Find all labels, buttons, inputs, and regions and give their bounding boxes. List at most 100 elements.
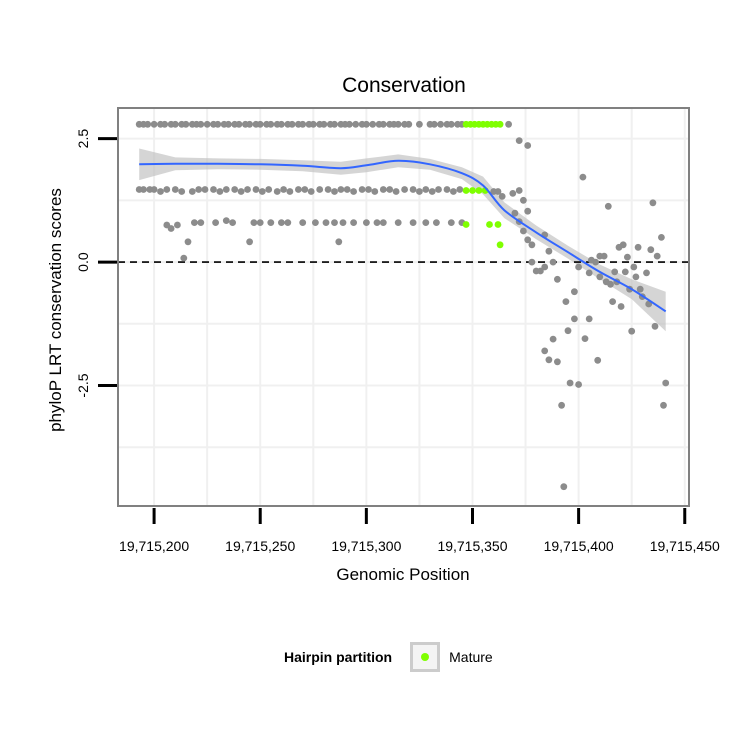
data-point bbox=[662, 379, 670, 387]
data-point bbox=[322, 219, 330, 227]
data-point bbox=[433, 219, 440, 227]
data-point bbox=[343, 186, 351, 193]
data-point bbox=[299, 219, 307, 227]
data-point bbox=[541, 347, 549, 355]
data-point bbox=[278, 219, 285, 227]
data-point bbox=[350, 188, 357, 195]
x-tick-label: 19,715,400 bbox=[544, 538, 614, 554]
data-point bbox=[636, 285, 644, 293]
data-point bbox=[537, 267, 544, 275]
data-point bbox=[628, 327, 636, 335]
data-point bbox=[371, 188, 379, 195]
data-point bbox=[309, 120, 317, 128]
mature-point bbox=[462, 221, 470, 228]
data-point bbox=[171, 120, 179, 128]
data-point bbox=[607, 280, 614, 288]
data-point bbox=[350, 219, 357, 227]
data-point bbox=[231, 186, 239, 193]
data-point bbox=[144, 120, 152, 128]
data-point bbox=[649, 199, 657, 207]
data-point bbox=[575, 381, 582, 388]
data-point bbox=[352, 120, 360, 128]
data-point bbox=[564, 327, 572, 335]
mature-point bbox=[462, 187, 470, 194]
data-point bbox=[511, 209, 519, 217]
data-point bbox=[280, 186, 287, 193]
data-point bbox=[222, 186, 230, 193]
x-axis-label: Genomic Position bbox=[336, 565, 469, 584]
confidence-band bbox=[139, 148, 666, 332]
y-tick-label: 0.0 bbox=[75, 252, 91, 272]
data-point bbox=[422, 219, 430, 227]
data-point bbox=[273, 188, 281, 195]
data-point bbox=[331, 120, 338, 128]
y-axis-label: phyloP LRT conservation scores bbox=[46, 188, 65, 432]
chart-title: Conservation bbox=[342, 74, 466, 97]
data-point bbox=[416, 188, 423, 195]
data-point bbox=[571, 315, 578, 323]
mature-point bbox=[486, 221, 493, 228]
data-point bbox=[437, 120, 444, 128]
data-point bbox=[394, 219, 402, 227]
data-point bbox=[337, 186, 345, 193]
plot-area: 19,715,200 19,715,250 19,715,300 19,715,350… bbox=[75, 107, 720, 554]
data-point bbox=[634, 243, 642, 251]
x-tick-label: 19,715,300 bbox=[331, 538, 401, 554]
data-point bbox=[619, 241, 627, 249]
data-point bbox=[515, 187, 523, 194]
data-point bbox=[256, 219, 264, 227]
data-point bbox=[331, 188, 338, 195]
data-point bbox=[150, 186, 158, 193]
data-point bbox=[545, 356, 553, 364]
data-point bbox=[409, 186, 417, 193]
data-point bbox=[630, 263, 638, 271]
x-tick-label: 19,715,200 bbox=[119, 538, 189, 554]
data-point bbox=[195, 186, 203, 193]
x-tick-label: 19,715,450 bbox=[650, 538, 720, 554]
data-point bbox=[365, 186, 372, 193]
data-point bbox=[566, 379, 574, 387]
data-point bbox=[267, 120, 275, 128]
data-point bbox=[265, 186, 273, 193]
data-point bbox=[554, 358, 561, 366]
data-point bbox=[585, 269, 593, 277]
data-point bbox=[524, 142, 532, 149]
data-point bbox=[267, 219, 275, 227]
data-point bbox=[339, 219, 347, 227]
data-point bbox=[647, 246, 655, 254]
data-point bbox=[386, 186, 394, 193]
data-point bbox=[237, 188, 245, 195]
data-point bbox=[660, 401, 667, 409]
data-point bbox=[235, 120, 243, 128]
data-point bbox=[312, 219, 319, 227]
data-point bbox=[256, 120, 264, 128]
data-point bbox=[363, 120, 370, 128]
data-point bbox=[594, 356, 602, 364]
data-point bbox=[541, 263, 549, 271]
data-point bbox=[167, 225, 175, 232]
data-point bbox=[401, 186, 408, 193]
data-point bbox=[324, 186, 332, 193]
data-point bbox=[456, 186, 464, 193]
data-point bbox=[379, 219, 387, 227]
data-point bbox=[624, 253, 631, 261]
mature-point bbox=[469, 187, 476, 194]
data-point bbox=[244, 186, 251, 193]
data-point bbox=[575, 263, 582, 271]
data-point bbox=[524, 236, 532, 244]
data-point bbox=[358, 186, 366, 193]
data-point bbox=[203, 120, 211, 128]
data-point bbox=[214, 120, 222, 128]
legend-label-mature: Mature bbox=[449, 649, 493, 665]
y-tick-label: 2.5 bbox=[75, 129, 91, 149]
data-point bbox=[658, 234, 665, 241]
data-point bbox=[212, 219, 220, 227]
data-point bbox=[611, 268, 619, 276]
data-point bbox=[520, 227, 527, 235]
x-tick-label: 19,715,350 bbox=[437, 538, 507, 554]
data-point bbox=[549, 335, 557, 343]
mature-point bbox=[496, 241, 504, 249]
data-point bbox=[363, 219, 370, 227]
data-point bbox=[422, 186, 430, 193]
